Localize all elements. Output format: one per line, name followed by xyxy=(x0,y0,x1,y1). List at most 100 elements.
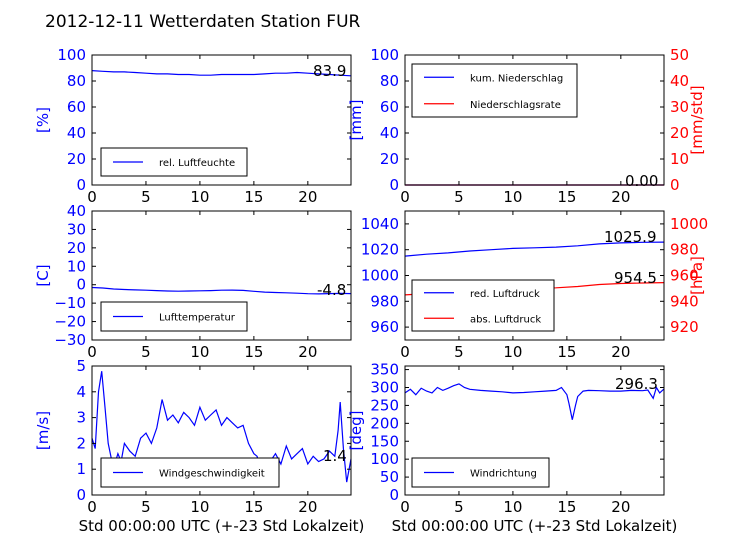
legend-entry: Niederschlagsrate xyxy=(470,100,561,111)
y-tick-label: 100 xyxy=(370,46,399,64)
x-tick-label: 5 xyxy=(454,343,464,361)
x-tick-label: 20 xyxy=(611,498,630,516)
y-axis-label: [m/s] xyxy=(34,411,52,450)
y2-tick-label: 10 xyxy=(670,150,689,168)
y-axis-label: [%] xyxy=(34,107,52,133)
panel-pressure: 0 5 10 15 20 960 980 1000 1020 1040 920 940 960 980 10… xyxy=(361,210,708,361)
y2-tick-label: 1000 xyxy=(670,215,708,233)
current-value-label: 296.3 xyxy=(615,375,658,393)
panel-precipitation: 0 5 10 15 20 0 20 40 60 80 100 0 10 20 30 40 50 [mm] [mm/s… xyxy=(347,46,706,206)
y-tick-label: −30 xyxy=(54,331,86,349)
current-value-label: 83.9 xyxy=(313,62,346,80)
legend-entry: abs. Luftdruck xyxy=(470,314,541,325)
x-tick-label: 20 xyxy=(298,498,317,516)
y-tick-label: 40 xyxy=(67,124,86,142)
x-tick-label: 15 xyxy=(557,343,576,361)
y2-tick-label: 980 xyxy=(670,241,699,259)
y2-tick-label: 50 xyxy=(670,46,689,64)
y2-tick-label: 920 xyxy=(670,318,699,336)
y-tick-label: −20 xyxy=(54,313,86,331)
x-tick-label: 0 xyxy=(400,188,410,206)
y-tick-label: 1040 xyxy=(361,215,399,233)
current-value-label: 1.4 xyxy=(323,447,347,465)
x-tick-label: 15 xyxy=(557,188,576,206)
series-line-pressure-0 xyxy=(404,241,665,257)
y-axis-label: [deg] xyxy=(347,411,365,451)
x-tick-label: 10 xyxy=(190,498,209,516)
legend-box xyxy=(411,279,555,332)
y-tick-label: 0 xyxy=(76,276,86,294)
plot-frame xyxy=(91,54,352,186)
x-tick-label: 0 xyxy=(400,343,410,361)
y-tick-label: 60 xyxy=(67,98,86,116)
x-tick-label: 15 xyxy=(244,343,263,361)
x-tick-label: 20 xyxy=(298,343,317,361)
y2-tick-label: 30 xyxy=(670,98,689,116)
legend-entry: Windrichtung xyxy=(470,469,537,480)
y-tick-label: 20 xyxy=(67,150,86,168)
panel-temperature: 0 5 10 15 20−30−20−10010203040[C]Lufttempera… xyxy=(34,202,352,361)
y-tick-label: 0 xyxy=(389,176,399,194)
y-tick-label: 50 xyxy=(380,468,399,486)
y-tick-label: −10 xyxy=(54,294,86,312)
x-tick-label: 5 xyxy=(141,188,151,206)
x-tick-label: 5 xyxy=(454,188,464,206)
series-line-temperature-0 xyxy=(91,286,352,295)
x-axis-label: Std 00:00:00 UTC (+-23 Std Lokalzeit) xyxy=(392,517,678,535)
y2-tick-label: 940 xyxy=(670,292,699,310)
y-tick-label: 1000 xyxy=(361,267,399,285)
y-tick-label: 2 xyxy=(76,434,86,452)
y-tick-label: 980 xyxy=(370,292,399,310)
y-tick-label: 40 xyxy=(380,124,399,142)
legend-entry: Windgeschwindigkeit xyxy=(159,469,265,480)
y-tick-label: 0 xyxy=(389,486,399,504)
x-axis-label: Std 00:00:00 UTC (+-23 Std Lokalzeit) xyxy=(79,517,365,535)
y2-tick-label: 40 xyxy=(670,72,689,90)
x-tick-label: 5 xyxy=(141,498,151,516)
series-line-humidity-0 xyxy=(91,70,352,77)
panel-humidity: 0 5 10 15 20 0 20 40 60 80 100 [%] rel. Luftfeuchte 8… xyxy=(34,46,352,206)
chart-title: 2012-12-11 Wetterdaten Station FUR xyxy=(45,12,361,32)
plot-frame xyxy=(404,365,665,496)
current-value-label: 954.5 xyxy=(614,269,657,287)
legend-entry: red. Luftdruck xyxy=(470,289,540,300)
y-axis-label: [C] xyxy=(34,264,52,286)
panel-windspeed: 0 5 10 15 20 0 1 2 3 4 5 [m/s] Std 00:00:00 UTC (+-2… xyxy=(34,357,364,535)
legend-entry: Lufttemperatur xyxy=(159,313,236,324)
y-axis-label: [mm] xyxy=(347,100,365,141)
plot-frame xyxy=(91,210,352,341)
y-tick-label: 5 xyxy=(76,357,86,375)
x-tick-label: 0 xyxy=(400,498,410,516)
plot-frame xyxy=(91,365,352,496)
y-tick-label: 60 xyxy=(380,98,399,116)
y2-axis-label: [mm/std] xyxy=(688,85,706,154)
x-tick-label: 5 xyxy=(141,343,151,361)
x-tick-label: 15 xyxy=(244,188,263,206)
y-tick-label: 10 xyxy=(67,257,86,275)
y-tick-label: 80 xyxy=(380,72,399,90)
series-line-winddirection-0 xyxy=(404,383,665,420)
y-tick-label: 20 xyxy=(67,239,86,257)
y-tick-label: 0 xyxy=(76,176,86,194)
y-tick-label: 40 xyxy=(67,202,86,220)
legend-entry: rel. Luftfeuchte xyxy=(159,158,235,169)
y-tick-label: 20 xyxy=(380,150,399,168)
x-tick-label: 15 xyxy=(557,498,576,516)
y-tick-label: 3 xyxy=(76,409,86,427)
legend-box xyxy=(411,63,578,118)
y-tick-label: 1 xyxy=(76,460,86,478)
current-value-label: 1025.9 xyxy=(604,228,657,246)
y-tick-label: 200 xyxy=(370,414,399,432)
x-tick-label: 20 xyxy=(611,188,630,206)
current-value-label: -4.8 xyxy=(317,281,346,299)
x-tick-label: 15 xyxy=(244,498,263,516)
x-tick-label: 20 xyxy=(298,188,317,206)
y2-tick-label: 0 xyxy=(670,176,680,194)
y2-axis-label: [hPa] xyxy=(688,256,706,295)
x-tick-label: 10 xyxy=(503,498,522,516)
x-tick-label: 10 xyxy=(503,188,522,206)
x-tick-label: 10 xyxy=(190,343,209,361)
x-tick-label: 0 xyxy=(87,188,97,206)
